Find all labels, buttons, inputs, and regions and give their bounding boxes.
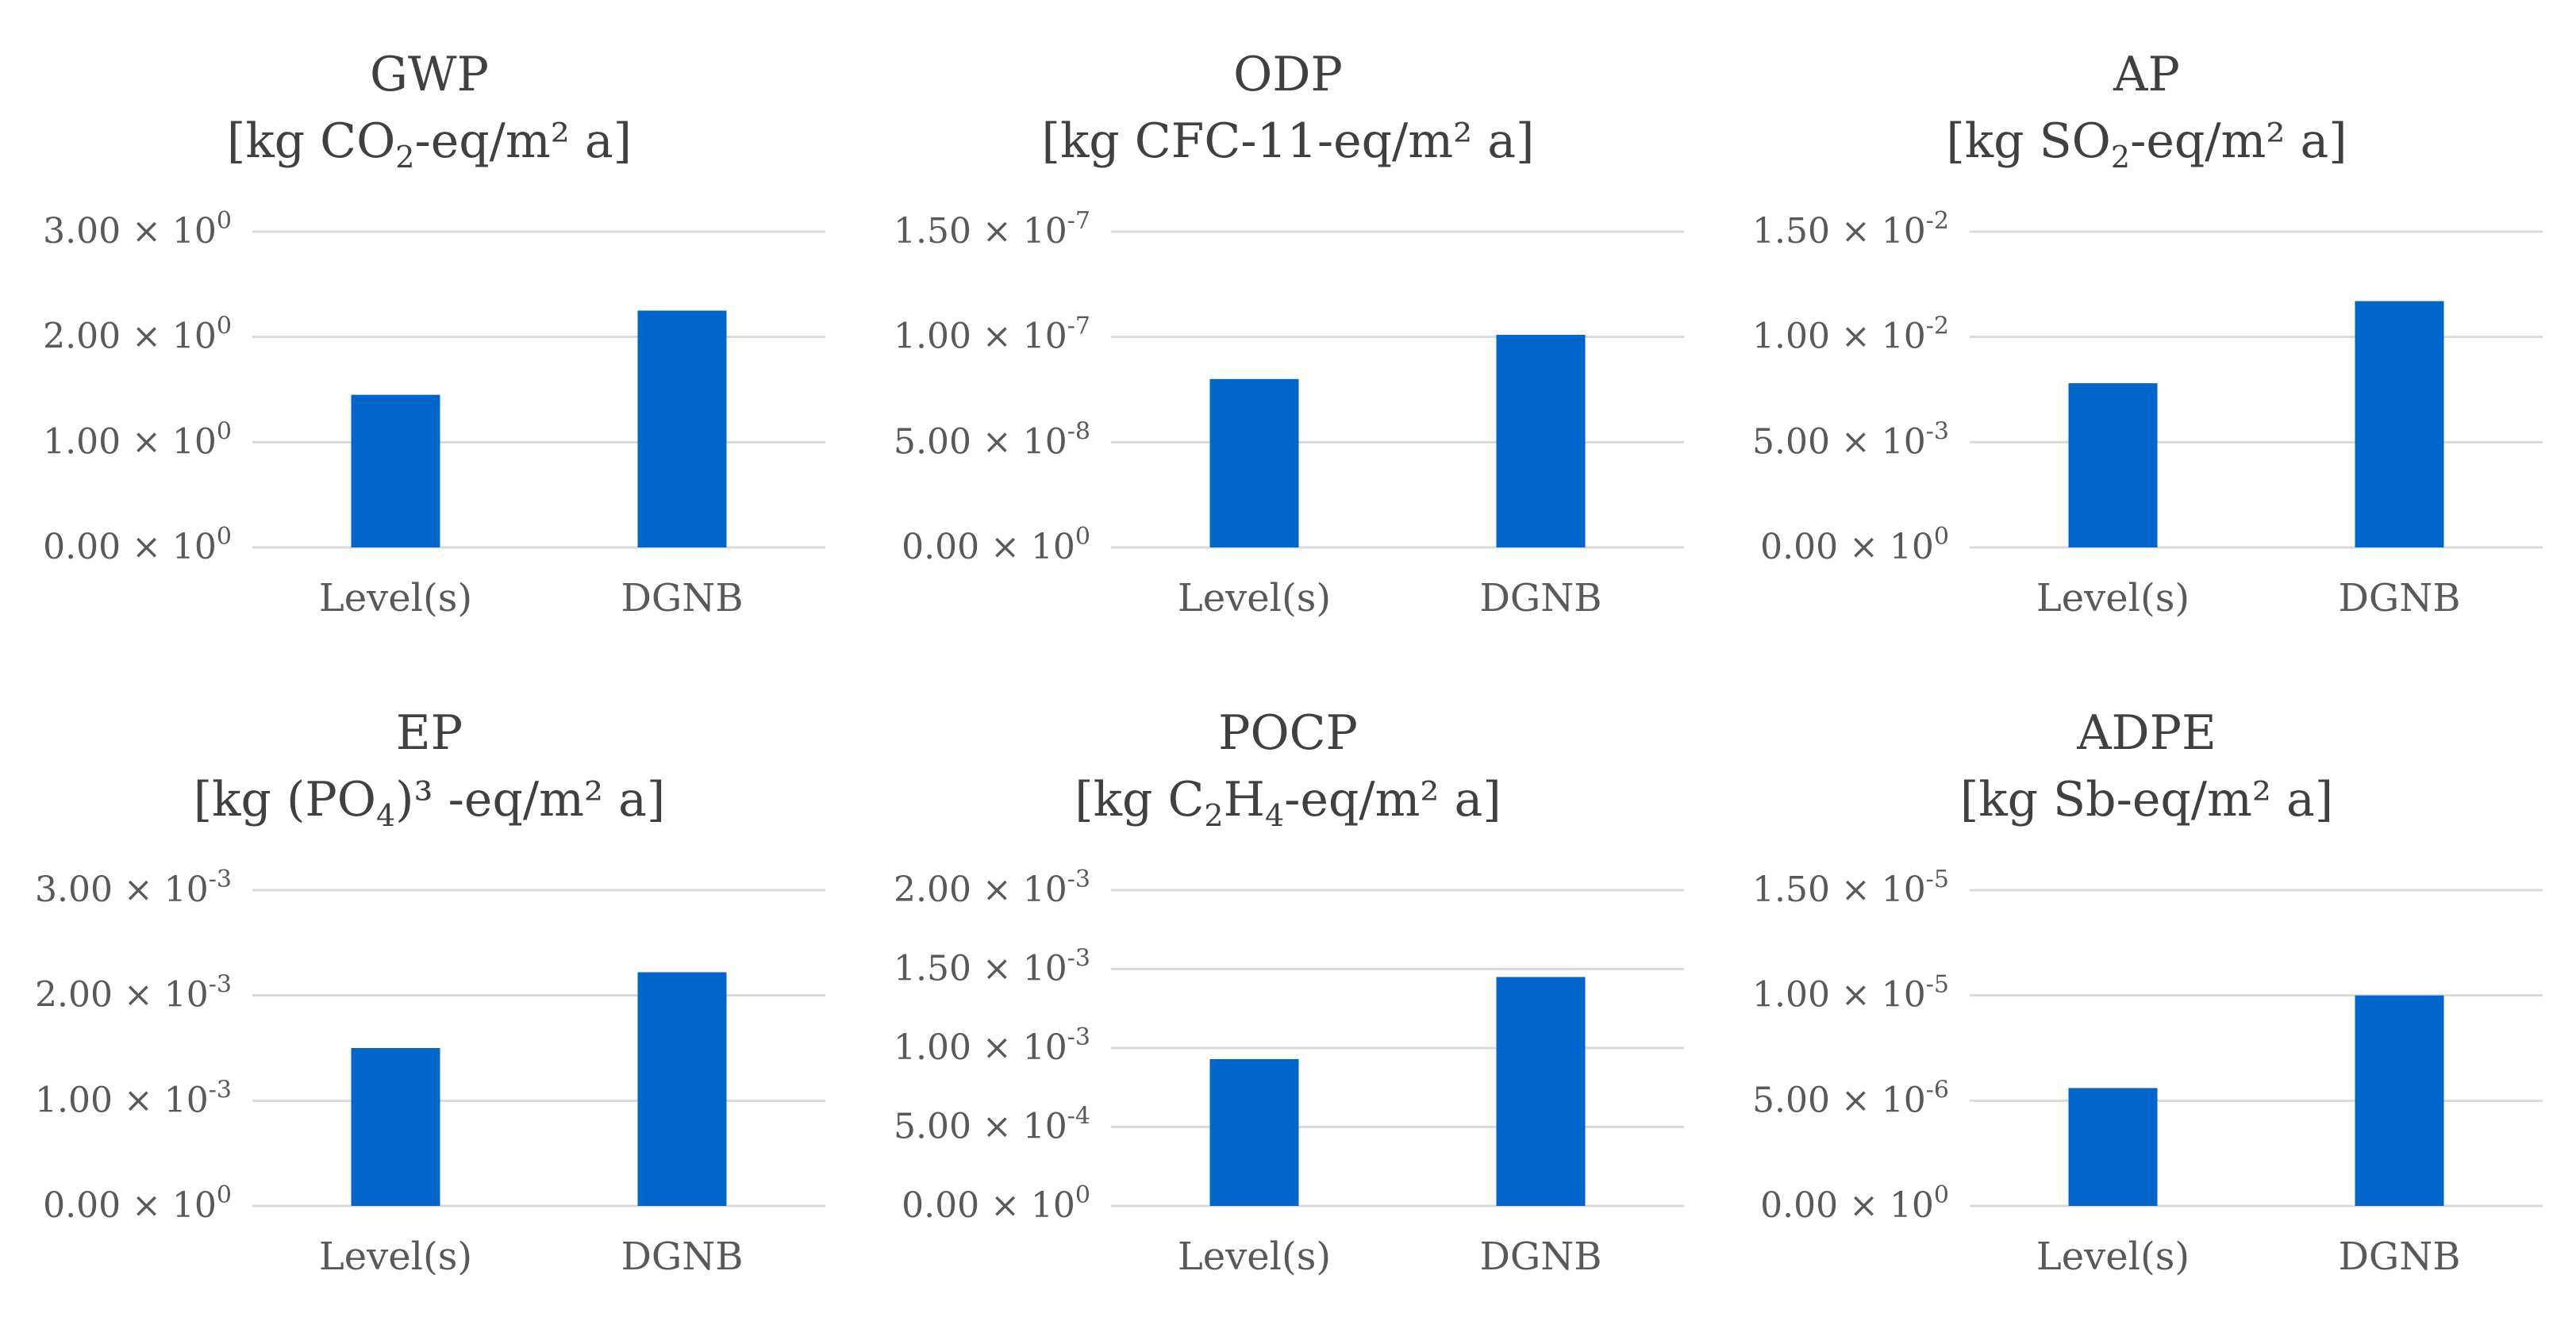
chart-adpe: ADPE [kg Sb-eq/m² a] 0.00 × 100 5.00 × 10… xyxy=(1717,658,2576,1317)
y-tick-label: 5.00 × 10-3 xyxy=(1752,417,1949,462)
plot-area: 0.00 × 100 5.00 × 10-4 1.00 × 10-3 1.50 × 1… xyxy=(894,866,1684,1279)
chart-title: ODP xyxy=(1233,47,1343,102)
x-category-label: Level(s) xyxy=(2036,1234,2190,1279)
y-tick-label: 1.50 × 10-5 xyxy=(1752,866,1949,910)
unit-label: [kg CFC-11-eq/m² a] xyxy=(1041,113,1535,169)
bar xyxy=(1209,378,1299,547)
y-tick-label: 5.00 × 10-4 xyxy=(894,1103,1090,1147)
bar xyxy=(2355,301,2444,547)
chart-odp: ODP [kg CFC-11-eq/m² a] 0.00 × 100 5.00 ×… xyxy=(859,0,1717,658)
chart-ap: AP [kg SO2-eq/m² a] 0.00 × 100 5.00 × 10-… xyxy=(1717,0,2576,658)
y-tick-label: 0.00 × 100 xyxy=(43,1181,232,1226)
chart-pocp: POCP [kg C2H4-eq/m² a] 0.00 × 100 5.00 × … xyxy=(859,658,1717,1317)
bar xyxy=(2355,995,2444,1206)
y-tick-label: 2.00 × 10-3 xyxy=(35,971,232,1016)
y-tick-label: 3.00 × 100 xyxy=(43,207,232,251)
y-tick-label: 0.00 × 100 xyxy=(1760,523,1949,567)
y-tick-label: 1.00 × 100 xyxy=(43,417,232,462)
y-tick-label: 1.00 × 10-7 xyxy=(894,313,1090,357)
bar xyxy=(637,310,727,547)
x-category-label: DGNB xyxy=(621,576,743,620)
x-category-label: Level(s) xyxy=(2036,576,2190,620)
x-category-label: Level(s) xyxy=(319,1234,472,1279)
bar xyxy=(2068,383,2158,547)
bar xyxy=(2068,1088,2158,1206)
x-category-label: DGNB xyxy=(1479,576,1601,620)
bar xyxy=(351,394,440,547)
x-category-label: DGNB xyxy=(2338,1234,2460,1279)
chart-title: ADPE xyxy=(2077,705,2217,761)
y-tick-label: 1.50 × 10-7 xyxy=(894,207,1090,251)
plot-area: 0.00 × 100 5.00 × 10-6 1.00 × 10-5 1.50 × 1… xyxy=(1752,866,2543,1279)
bar xyxy=(1496,335,1586,547)
bar xyxy=(1496,977,1586,1206)
chart-gwp: GWP [kg CO2-eq/m² a] 0.00 × 100 1.00 × 10… xyxy=(0,0,859,658)
y-tick-label: 0.00 × 100 xyxy=(902,523,1090,567)
bar xyxy=(351,1048,440,1206)
plot-area: 0.00 × 100 5.00 × 10-3 1.00 × 10-2 1.50 × 1… xyxy=(1752,207,2543,620)
chart-title: EP xyxy=(395,705,463,761)
y-tick-label: 1.00 × 10-3 xyxy=(894,1023,1090,1068)
y-tick-label: 0.00 × 100 xyxy=(902,1181,1090,1226)
y-tick-label: 1.00 × 10-3 xyxy=(35,1076,232,1120)
y-tick-label: 3.00 × 10-3 xyxy=(35,866,232,910)
y-tick-label: 1.00 × 10-2 xyxy=(1752,313,1949,357)
bar xyxy=(1209,1058,1299,1206)
unit-label: [kg (PO4)³ -eq/m² a] xyxy=(193,772,666,833)
chart-title: GWP xyxy=(370,47,489,102)
y-tick-label: 2.00 × 100 xyxy=(43,313,232,357)
x-category-label: Level(s) xyxy=(319,576,472,620)
y-tick-label: 0.00 × 100 xyxy=(43,523,232,567)
y-tick-label: 5.00 × 10-6 xyxy=(1752,1076,1949,1120)
x-category-label: DGNB xyxy=(1479,1234,1601,1279)
chart-title: AP xyxy=(2113,47,2180,102)
unit-label: [kg Sb-eq/m² a] xyxy=(1959,772,2334,827)
plot-area: 0.00 × 100 1.00 × 10-3 2.00 × 10-3 3.00 × 1… xyxy=(35,866,825,1279)
y-tick-label: 1.00 × 10-5 xyxy=(1752,971,1949,1016)
y-tick-label: 5.00 × 10-8 xyxy=(894,417,1090,462)
plot-area: 0.00 × 100 1.00 × 100 2.00 × 100 3.00 × 100… xyxy=(43,207,825,620)
y-tick-label: 1.50 × 10-3 xyxy=(894,945,1090,989)
x-category-label: Level(s) xyxy=(1178,1234,1331,1279)
chart-title: POCP xyxy=(1218,705,1358,761)
plot-area: 0.00 × 100 5.00 × 10-8 1.00 × 10-7 1.50 × 1… xyxy=(894,207,1684,620)
unit-label: [kg SO2-eq/m² a] xyxy=(1946,113,2347,175)
x-category-label: DGNB xyxy=(2338,576,2460,620)
unit-label: [kg C2H4-eq/m² a] xyxy=(1075,772,1501,833)
x-category-label: DGNB xyxy=(621,1234,743,1279)
y-tick-label: 2.00 × 10-3 xyxy=(894,866,1090,910)
x-category-label: Level(s) xyxy=(1178,576,1331,620)
bar xyxy=(637,972,727,1206)
chart-ep: EP [kg (PO4)³ -eq/m² a] 0.00 × 100 1.00 ×… xyxy=(0,658,859,1317)
y-tick-label: 1.50 × 10-2 xyxy=(1752,207,1949,251)
y-tick-label: 0.00 × 100 xyxy=(1760,1181,1949,1226)
unit-label: [kg CO2-eq/m² a] xyxy=(226,113,632,175)
